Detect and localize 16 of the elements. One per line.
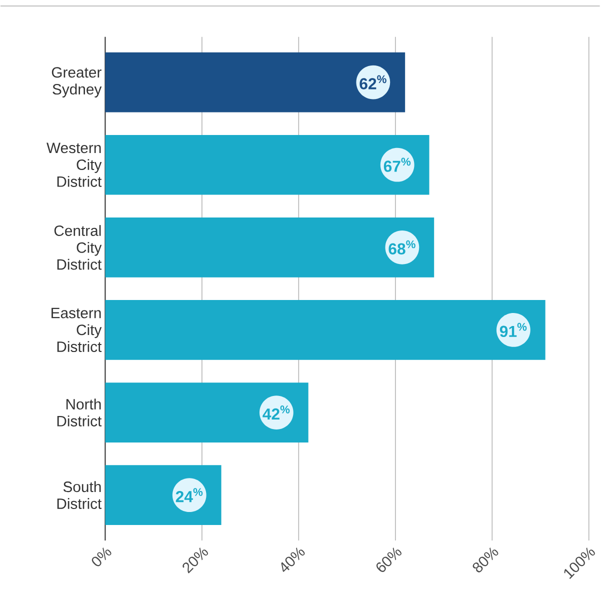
x-tick-label: 0% [92, 547, 112, 566]
y-tick-label: South District [57, 481, 102, 509]
data-label: 91$^{%}$ [500, 322, 527, 337]
x-tick-label: 40% [281, 547, 305, 572]
y-tick-label: Greater Sydney [52, 66, 102, 98]
data-label: 68$^{%}$ [388, 240, 416, 254]
x-tick-label: 80% [472, 547, 498, 572]
y-tick-label: Central City District [54, 224, 102, 270]
data-label: 62$^{%}$ [360, 75, 386, 90]
data-label: 67$^{%}$ [384, 158, 411, 172]
y-tick-label: North District [57, 398, 102, 426]
data-label: 24$^{%}$ [176, 488, 203, 502]
data-label: 42$^{%}$ [262, 405, 290, 420]
x-tick-label: 60% [376, 547, 402, 572]
y-tick-label: Eastern City District [52, 308, 102, 352]
y-tick-label: Western City District [46, 142, 102, 187]
